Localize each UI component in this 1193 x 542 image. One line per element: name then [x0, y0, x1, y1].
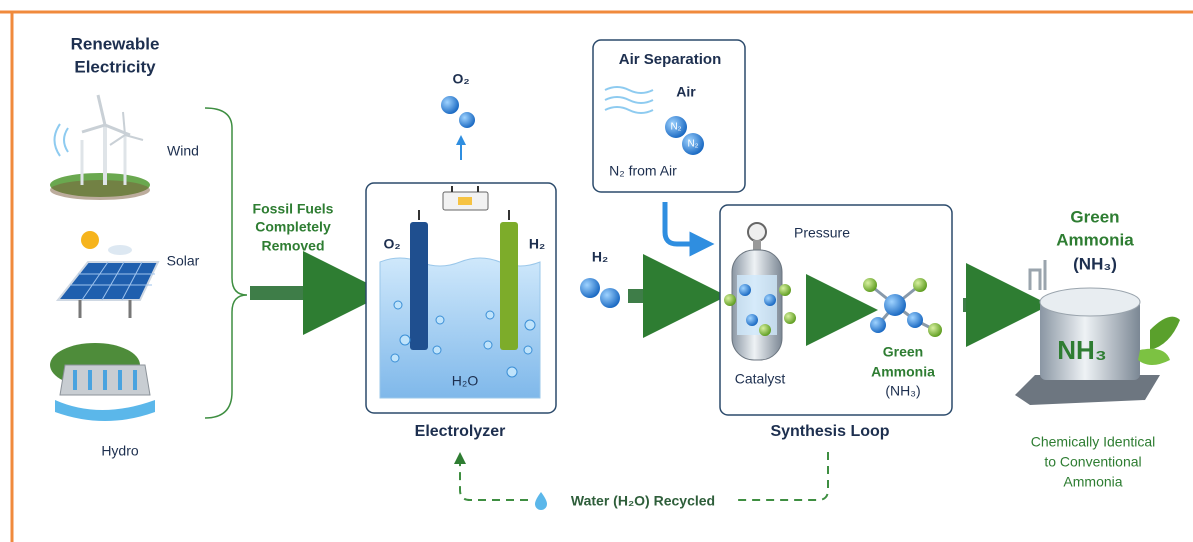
nh3-molecule-part	[907, 312, 923, 328]
h2-molecule-part	[600, 288, 620, 308]
synthesis-label: Synthesis Loop	[770, 423, 889, 440]
tank-icon-part	[1150, 317, 1180, 350]
source-label: Wind	[167, 143, 199, 159]
solar-icon-part	[58, 262, 158, 300]
air-separation-title: Air Separation	[619, 51, 722, 68]
solar-icon-part	[108, 245, 132, 255]
page-body: Renewable Electricity Wind Solar Hydro F…	[0, 0, 1193, 542]
nh3-molecule-part	[913, 278, 927, 292]
recycle-path-part	[460, 458, 528, 500]
air-output-label: N₂ from Air	[609, 163, 677, 179]
product-title: (NH₃)	[1073, 254, 1117, 273]
product-label: Green	[883, 344, 923, 360]
hydro-icon	[50, 343, 155, 421]
h2-molecule-part	[580, 278, 600, 298]
annotation: Fossil Fuels	[253, 201, 334, 217]
molecule-label: N₂	[670, 122, 681, 133]
n2-arrow	[665, 202, 702, 244]
electrolyzer-icon-part-part	[433, 346, 441, 354]
annotation: Completely	[255, 219, 331, 235]
hydro-icon-part	[55, 400, 155, 421]
product-label: Ammonia	[871, 364, 935, 380]
page: Green Ammonia Process {"header":{"title_…	[0, 0, 1193, 542]
nh3-molecule-part	[928, 323, 942, 337]
electrolyzer-icon-part-part	[484, 341, 492, 349]
wind-icon-part	[55, 124, 69, 156]
source-label: Solar	[167, 253, 200, 269]
cathode-label: H₂	[529, 236, 545, 252]
tank-label: NH₃	[1057, 335, 1107, 365]
tank-icon	[1015, 260, 1180, 405]
solar-icon	[58, 231, 158, 318]
electrolyte-label: H₂O	[452, 373, 479, 389]
recycle-path-part	[738, 452, 828, 500]
recycle-label: Water (H₂O) Recycled	[571, 493, 715, 509]
electrolyzer-icon-part-part	[400, 335, 410, 345]
wind-icon	[50, 95, 150, 200]
h2-label: H₂	[592, 249, 608, 265]
o2-output	[441, 96, 475, 160]
electrolyzer-icon-part-part	[525, 320, 535, 330]
reactor-icon-part-part	[739, 284, 751, 296]
catalyst-label: Catalyst	[735, 371, 786, 387]
electrolyzer-icon-part-part	[391, 354, 399, 362]
product-note: to Conventional	[1044, 454, 1141, 470]
nh3-molecule-part	[870, 317, 886, 333]
o2-label: O₂	[452, 71, 469, 87]
electrolyzer-icon-part	[458, 197, 472, 205]
reactor-icon-part-part	[724, 294, 736, 306]
electrolyzer-icon-part-part	[507, 367, 517, 377]
section-title: Renewable	[71, 34, 160, 53]
bracket	[205, 108, 247, 418]
electrolyzer-icon-part-part	[524, 346, 532, 354]
air-label: Air	[676, 84, 696, 100]
reactor-icon-part-part	[764, 294, 776, 306]
tank-icon-part	[1138, 349, 1170, 365]
nh3-molecule-part	[884, 294, 906, 316]
nh3-molecule-part	[863, 278, 877, 292]
tank-icon-part	[1030, 260, 1045, 290]
electrolyzer-icon-part-part	[394, 301, 402, 309]
molecule-label: N₂	[687, 139, 698, 150]
source-label: Hydro	[101, 443, 139, 459]
product-label: (NH₃)	[885, 383, 920, 399]
product-note: Ammonia	[1063, 474, 1122, 490]
electrolyzer-icon-part-part	[436, 316, 444, 324]
solar-icon-part	[81, 231, 99, 249]
electrolyzer-icon-part-part	[486, 311, 494, 319]
anode-label: O₂	[383, 236, 400, 252]
product-note: Chemically Identical	[1031, 434, 1156, 450]
electrolyzer-icon-part	[410, 222, 428, 350]
diagram: Renewable Electricity Wind Solar Hydro F…	[0, 0, 1193, 542]
pressure-label: Pressure	[794, 225, 850, 241]
reactor-icon-part	[753, 240, 761, 250]
section-title: Electricity	[74, 57, 156, 76]
o2-output-part	[441, 96, 459, 114]
reactor-icon-part-part	[746, 314, 758, 326]
reactor-icon-part-part	[784, 312, 796, 324]
product-title: Green	[1070, 207, 1119, 226]
wind-icon-part	[50, 180, 150, 200]
electrolyzer-icon-part	[500, 222, 518, 350]
reactor-icon-part-part	[779, 284, 791, 296]
tank-icon-part	[1040, 288, 1140, 316]
h2-molecule	[580, 278, 620, 308]
reactor-icon-part-part	[759, 324, 771, 336]
reactor-icon-part	[748, 223, 766, 241]
o2-output-part	[459, 112, 475, 128]
recycle-path-part	[535, 492, 547, 510]
product-title: Ammonia	[1056, 230, 1134, 249]
annotation: Removed	[261, 238, 324, 254]
electrolyzer-label: Electrolyzer	[415, 423, 506, 440]
